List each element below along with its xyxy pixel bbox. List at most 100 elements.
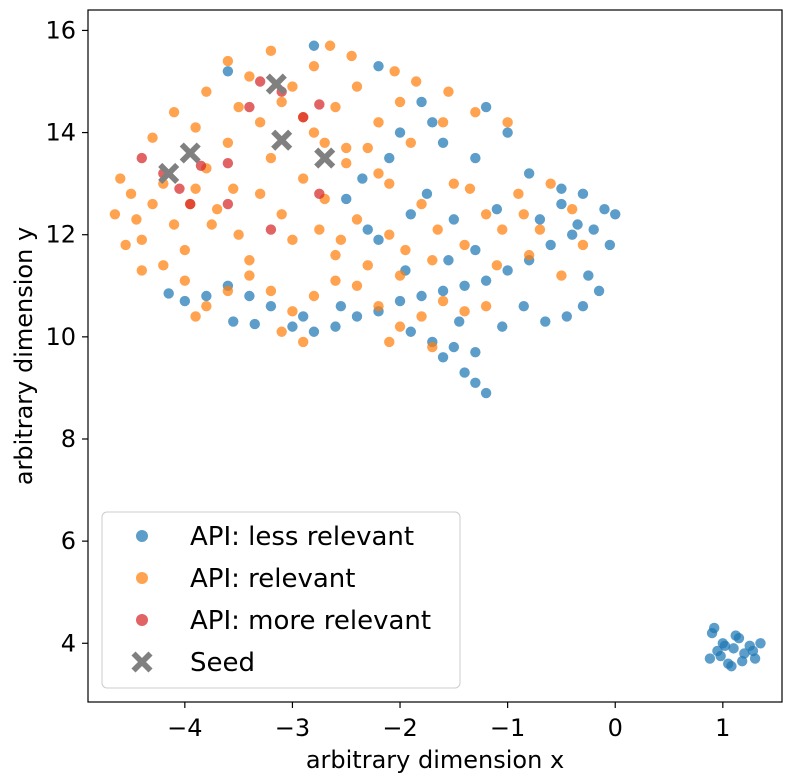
- data-point: [373, 301, 384, 312]
- data-point: [373, 117, 384, 128]
- data-point: [351, 311, 363, 322]
- y-axis-ticks: 4 6 8 10 12 14 16: [45, 16, 88, 657]
- data-point: [394, 96, 406, 108]
- data-point: [443, 86, 454, 97]
- data-point: [416, 290, 427, 302]
- data-point: [373, 60, 384, 72]
- data-point: [470, 244, 481, 256]
- data-point: [120, 239, 131, 251]
- data-point: [715, 650, 726, 662]
- legend-label: API: relevant: [190, 564, 355, 594]
- y-tick-label: 14: [45, 119, 76, 147]
- seed-point: [158, 162, 180, 184]
- y-tick-label: 16: [45, 16, 76, 44]
- data-point: [195, 160, 207, 171]
- data-point: [719, 640, 731, 652]
- data-point: [244, 270, 255, 281]
- data-point: [201, 86, 212, 97]
- data-point: [265, 45, 277, 57]
- data-point: [297, 311, 309, 322]
- y-axis-label: arbitrary dimension y: [10, 227, 38, 485]
- data-point: [308, 326, 320, 337]
- seed-point: [271, 129, 293, 151]
- data-point: [244, 71, 255, 82]
- data-point: [709, 622, 720, 634]
- data-point: [168, 219, 180, 230]
- x-tick-label: −2: [382, 714, 417, 742]
- data-point: [147, 198, 158, 210]
- data-point: [330, 249, 341, 261]
- data-point: [389, 66, 400, 77]
- data-point: [448, 341, 460, 353]
- data-point: [249, 318, 260, 330]
- data-point: [330, 275, 341, 286]
- data-point: [341, 142, 352, 154]
- points-layer: [109, 40, 766, 672]
- data-point: [726, 661, 737, 672]
- data-point: [190, 183, 201, 194]
- data-point: [523, 249, 535, 261]
- data-point: [437, 137, 449, 148]
- x-axis-label: arbitrary dimension x: [306, 746, 564, 774]
- data-point: [201, 301, 212, 312]
- data-point: [109, 209, 121, 220]
- data-point: [604, 239, 616, 251]
- legend-box: [101, 511, 461, 689]
- data-point: [287, 306, 298, 317]
- data-point: [566, 229, 578, 240]
- data-point: [432, 224, 443, 235]
- data-point: [384, 152, 395, 164]
- data-point: [297, 112, 309, 123]
- data-point: [459, 306, 470, 317]
- data-point: [491, 260, 503, 271]
- data-point: [470, 346, 481, 358]
- data-point: [480, 301, 492, 312]
- data-point: [168, 106, 180, 118]
- data-point: [297, 173, 309, 184]
- data-point: [599, 203, 610, 215]
- data-point: [228, 183, 239, 194]
- data-point: [163, 288, 174, 299]
- data-point: [577, 188, 589, 200]
- data-point: [222, 285, 234, 297]
- data-point: [341, 193, 352, 205]
- data-point: [545, 178, 556, 189]
- data-point: [448, 178, 460, 189]
- data-point: [556, 198, 567, 210]
- data-point: [158, 260, 169, 271]
- data-point: [136, 152, 147, 164]
- data-point: [351, 280, 363, 291]
- x-tick-label: 1: [715, 714, 730, 742]
- data-point: [287, 321, 298, 332]
- y-tick-label: 4: [61, 629, 76, 657]
- data-point: [244, 290, 255, 302]
- data-point: [416, 311, 427, 322]
- data-point: [319, 137, 330, 148]
- data-point: [362, 224, 373, 235]
- data-point: [405, 209, 416, 220]
- data-point: [540, 316, 551, 327]
- data-point: [147, 132, 158, 143]
- data-point: [497, 224, 508, 235]
- data-point: [254, 117, 266, 128]
- data-point: [480, 101, 492, 113]
- data-point: [314, 188, 325, 200]
- data-point: [244, 101, 255, 113]
- data-point: [125, 188, 137, 200]
- data-point: [351, 81, 363, 92]
- data-point: [502, 265, 513, 276]
- data-point: [341, 158, 352, 169]
- data-point: [206, 219, 217, 230]
- legend-marker: [136, 614, 148, 626]
- data-point: [437, 352, 449, 363]
- data-point: [222, 55, 234, 67]
- data-point: [254, 76, 266, 87]
- data-point: [730, 630, 741, 641]
- data-point: [265, 152, 277, 164]
- data-point: [265, 301, 277, 312]
- data-point: [480, 387, 492, 399]
- data-point: [518, 301, 529, 312]
- data-point: [427, 255, 438, 266]
- x-tick-label: 0: [608, 714, 623, 742]
- data-point: [480, 209, 492, 220]
